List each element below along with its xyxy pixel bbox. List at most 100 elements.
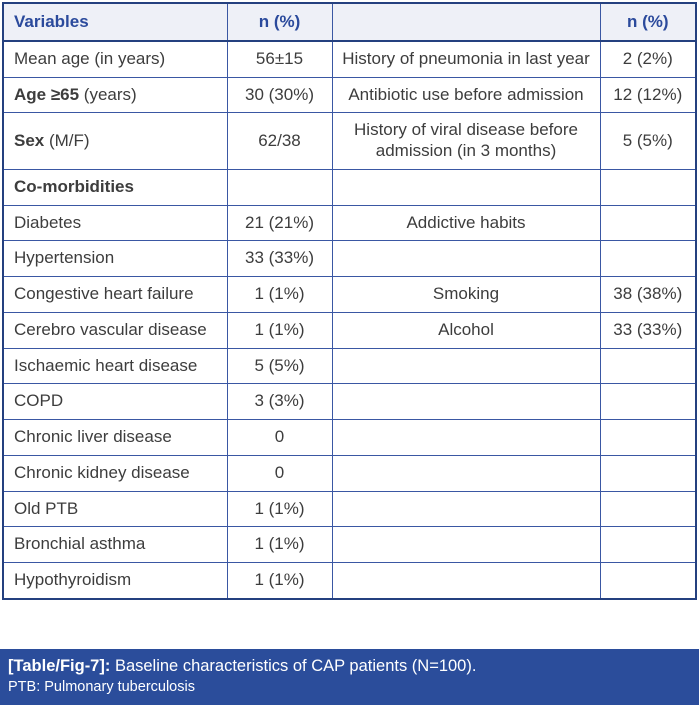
value-cell: 1 (1%) [226, 526, 333, 564]
cell-text: 33 (33%) [245, 248, 314, 268]
value-cell: 12 (12%) [599, 76, 697, 114]
cell-text: (years) [79, 84, 137, 104]
table-row: COPD 3 (3%) [2, 383, 697, 421]
header-variables: Variables [2, 2, 228, 42]
table-row: Diabetes 21 (21%) Addictive habits [2, 204, 697, 242]
value-cell: History of pneumonia in last year [331, 40, 601, 78]
variable-cell: Mean age (in years) [2, 40, 228, 78]
value-cell: History of viral disease before admissio… [331, 112, 601, 170]
table-row: Hypertension 33 (33%) [2, 240, 697, 278]
variable-cell: Chronic kidney disease [2, 454, 228, 492]
variable-cell: Diabetes [2, 204, 228, 242]
cell-text: 1 (1%) [254, 284, 305, 304]
value-cell [599, 383, 697, 421]
cell-text: Ischaemic heart disease [14, 355, 198, 375]
variable-cell: Sex (M/F) [2, 112, 228, 170]
variable-cell: Age ≥65 (years) [2, 76, 228, 114]
cell-text: 5 (5%) [622, 130, 673, 150]
cell-text: Smoking [432, 284, 500, 304]
data-table: Variables n (%) n (%) Mean age (in years… [2, 2, 697, 600]
table-row: Chronic kidney disease 0 [2, 454, 697, 492]
value-cell [331, 454, 601, 492]
value-cell [331, 168, 601, 206]
value-cell: 2 (2%) [599, 40, 697, 78]
value-cell [331, 562, 601, 600]
value-cell: 1 (1%) [226, 490, 333, 528]
cell-text: Cerebro vascular disease [14, 319, 207, 339]
cell-text: Addictive habits [406, 212, 526, 232]
value-cell [599, 168, 697, 206]
cell-text: 1 (1%) [254, 570, 305, 590]
value-cell [599, 347, 697, 385]
variable-cell: Hypothyroidism [2, 562, 228, 600]
cell-text: 33 (33%) [613, 319, 683, 339]
value-cell [599, 454, 697, 492]
variable-cell: Hypertension [2, 240, 228, 278]
value-cell: 1 (1%) [226, 311, 333, 349]
cell-text: 1 (1%) [254, 534, 305, 554]
cell-text: 3 (3%) [254, 391, 305, 411]
header-row: Variables n (%) n (%) [2, 2, 697, 42]
value-cell: 1 (1%) [226, 276, 333, 313]
cell-text: 30 (30%) [245, 84, 314, 104]
value-cell: 3 (3%) [226, 383, 333, 421]
value-cell [226, 168, 333, 206]
cell-text: Chronic kidney disease [14, 462, 190, 482]
value-cell [331, 490, 601, 528]
cell-text-bold: Co-morbidities [14, 176, 134, 196]
value-cell: Alcohol [331, 311, 601, 349]
value-cell: 1 (1%) [226, 562, 333, 600]
value-cell: 33 (33%) [226, 240, 333, 278]
value-cell [599, 419, 697, 456]
cell-text: 12 (12%) [613, 84, 683, 104]
cell-text: 0 [274, 462, 285, 482]
cell-text: Mean age (in years) [14, 49, 166, 68]
value-cell: Antibiotic use before admission [331, 76, 601, 114]
value-cell: 5 (5%) [599, 112, 697, 170]
table-row: Hypothyroidism 1 (1%) [2, 562, 697, 600]
cell-text: 62/38 [258, 130, 301, 150]
cell-text: Old PTB [14, 498, 79, 518]
table-row: Bronchial asthma 1 (1%) [2, 526, 697, 564]
value-cell: 62/38 [226, 112, 333, 170]
value-cell: Addictive habits [331, 204, 601, 242]
cell-text: 5 (5%) [254, 355, 305, 375]
table-footnote: PTB: Pulmonary tuberculosis [8, 679, 195, 696]
cell-text-bold: Age ≥65 [14, 84, 80, 104]
value-cell [331, 419, 601, 456]
value-cell: 30 (30%) [226, 76, 333, 114]
value-cell [599, 204, 697, 242]
table-row: Age ≥65 (years) 30 (30%) Antibiotic use be… [2, 76, 697, 114]
cell-text: 56±15 [255, 49, 304, 68]
cell-text: Bronchial asthma [14, 534, 146, 554]
value-cell [599, 490, 697, 528]
value-cell [599, 240, 697, 278]
cell-text: 2 (2%) [622, 49, 673, 68]
cell-text: Hypothyroidism [14, 570, 132, 590]
cell-text: COPD [14, 391, 64, 411]
value-cell [599, 526, 697, 564]
cell-text-bold: Sex [14, 130, 45, 150]
variable-cell: Co-morbidities [2, 168, 228, 206]
variable-cell: COPD [2, 383, 228, 421]
header-empty [331, 2, 601, 42]
value-cell: 0 [226, 419, 333, 456]
table-row: Mean age (in years) 56±15 History of pneum… [2, 40, 697, 78]
cell-text: 1 (1%) [254, 498, 305, 518]
value-cell [599, 562, 697, 600]
table-caption-band: [Table/Fig-7]: Baseline characteristics … [0, 649, 699, 705]
table-row: Co-morbidities [2, 168, 697, 206]
variable-cell: Ischaemic heart disease [2, 347, 228, 385]
value-cell: 33 (33%) [599, 311, 697, 349]
value-cell [331, 526, 601, 564]
cell-text: Congestive heart failure [14, 284, 194, 304]
baseline-characteristics-table: Variables n (%) n (%) Mean age (in years… [2, 2, 697, 600]
table-body: Mean age (in years) 56±15 History of pneum… [2, 40, 697, 600]
value-cell: 21 (21%) [226, 204, 333, 242]
value-cell: Smoking [331, 276, 601, 313]
header-n-pct-left: n (%) [226, 2, 333, 42]
value-cell [331, 240, 601, 278]
table-row: Ischaemic heart disease 5 (5%) [2, 347, 697, 385]
value-cell [331, 347, 601, 385]
cell-text: 21 (21%) [245, 212, 314, 232]
